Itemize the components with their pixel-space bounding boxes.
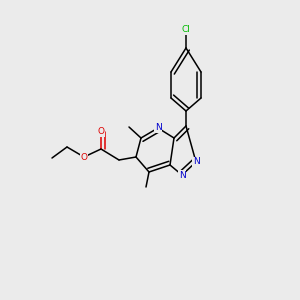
Text: O: O <box>98 128 104 136</box>
Text: O: O <box>80 152 88 161</box>
Text: N: N <box>154 124 161 133</box>
Text: Cl: Cl <box>182 26 190 34</box>
Text: N: N <box>193 158 200 166</box>
Text: N: N <box>178 170 185 179</box>
